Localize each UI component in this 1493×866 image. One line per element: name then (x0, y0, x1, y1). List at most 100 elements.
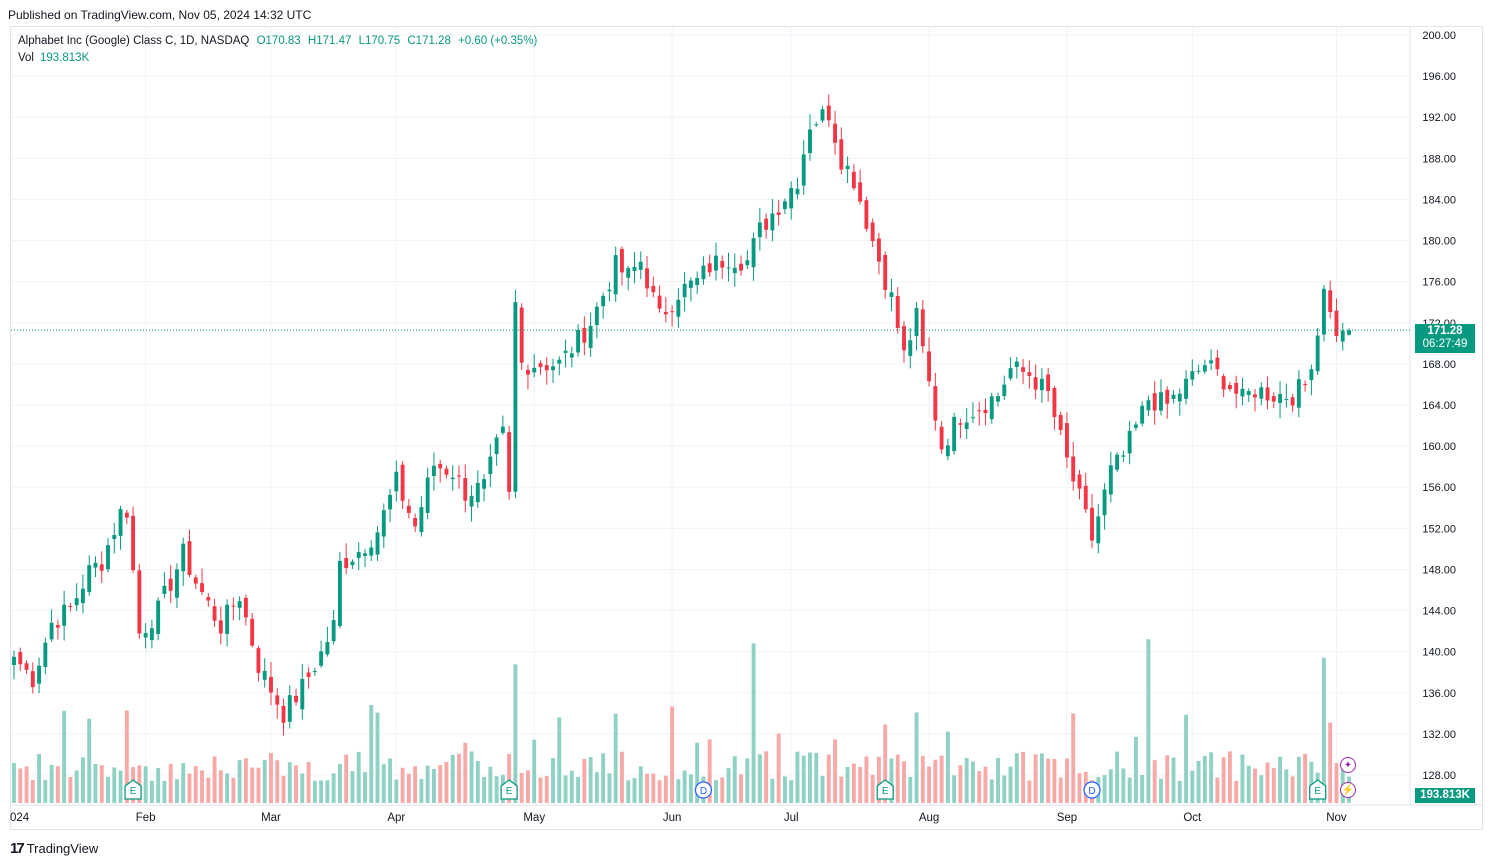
candle-body (726, 267, 731, 269)
volume-bar (381, 764, 386, 803)
candle-body (732, 267, 737, 274)
lightning-icon[interactable]: ⚡ (1340, 782, 1356, 798)
candle-body (55, 624, 60, 628)
price-tick-label: 144.00 (1422, 606, 1456, 618)
volume-bar (826, 754, 831, 803)
candle-body (739, 263, 743, 271)
volume-bar (49, 764, 54, 803)
volume-bar (425, 765, 430, 803)
candle-body (68, 605, 73, 607)
candle-body (651, 285, 656, 293)
candle-body (914, 307, 919, 337)
candle-body (1039, 378, 1044, 391)
volume-bar (1278, 756, 1282, 803)
candle-body (576, 329, 581, 353)
candle-body (513, 302, 518, 492)
volume-bar (1171, 757, 1176, 803)
volume-bar (1152, 760, 1157, 803)
legend-open: O170.83 (256, 35, 301, 47)
volume-bar (1321, 657, 1326, 803)
candle-body (269, 676, 273, 693)
candle-body (1159, 392, 1163, 411)
candle-body (808, 129, 812, 154)
candle-body (876, 238, 881, 262)
candle-body (356, 552, 361, 558)
candle-body (1290, 397, 1295, 406)
candle-body (250, 618, 255, 646)
volume-bar (212, 756, 217, 803)
candle-body (81, 588, 85, 604)
candle-body (1140, 405, 1145, 424)
volume-bar (964, 758, 969, 803)
candle-body (870, 222, 875, 242)
volume-bar (889, 758, 894, 803)
candle-body (444, 468, 449, 475)
candle-body (1246, 391, 1251, 396)
volume-bar (808, 752, 812, 803)
candle-body (237, 601, 242, 608)
candle-body (720, 260, 725, 268)
volume-bar (1259, 775, 1264, 803)
candle-body (1303, 384, 1308, 386)
candle-body (557, 359, 562, 364)
candle-body (1296, 379, 1301, 408)
volume-bar (1046, 758, 1051, 803)
volume-bar (782, 776, 787, 803)
candle-body (751, 238, 756, 268)
brand-name[interactable]: TradingView (26, 841, 99, 856)
dividend-label: D (1088, 786, 1095, 797)
candle-body (243, 597, 248, 618)
volume-bar (745, 758, 750, 803)
volume-bar (714, 780, 718, 803)
volume-bar (74, 770, 79, 803)
candle-body (544, 365, 549, 371)
volume-bar (895, 754, 900, 803)
candle-body (958, 423, 963, 425)
volume-bar (482, 776, 487, 803)
candle-body (206, 597, 211, 601)
volume-bar (1328, 722, 1333, 803)
volume-bar (845, 767, 850, 803)
sparkle-icon[interactable]: ✦ (1340, 757, 1356, 773)
volume-value: 193.813K (40, 52, 90, 64)
volume-bar (300, 773, 305, 803)
price-tick-label: 192.00 (1422, 112, 1456, 124)
price-tick-label: 176.00 (1422, 277, 1456, 289)
volume-bar (726, 768, 731, 803)
volume-bar (337, 764, 342, 803)
candle-body (494, 437, 499, 455)
published-header: Published on TradingView.com, Nov 05, 20… (8, 8, 312, 22)
candle-body (438, 463, 443, 469)
chart-frame (10, 26, 1483, 830)
legend-change: +0.60 (+0.35%) (458, 35, 538, 47)
volume-bar (93, 763, 98, 803)
candle-body (1315, 335, 1320, 372)
candle-body (413, 518, 418, 527)
volume-bar (281, 775, 286, 803)
candle-body (344, 558, 349, 569)
candle-body (12, 656, 16, 666)
volume-bar (275, 760, 280, 803)
candle-body (1184, 378, 1188, 399)
candle-body (1146, 400, 1151, 411)
volume-bar (776, 733, 781, 803)
candle-body (1008, 368, 1013, 379)
candle-body (845, 165, 850, 170)
candle-body (551, 366, 555, 371)
volume-bar (306, 761, 311, 803)
volume-bar (475, 761, 480, 803)
time-axis-label: Jun (663, 812, 682, 824)
volume-bar (312, 780, 317, 803)
volume-bar (1140, 774, 1145, 803)
candle-body (851, 171, 856, 189)
price-tick-label: 140.00 (1422, 647, 1456, 659)
candle-body (826, 105, 831, 121)
price-tick-label: 148.00 (1422, 564, 1456, 576)
candle-body (1171, 394, 1176, 399)
volume-bar (1234, 780, 1239, 803)
volume-bar (651, 773, 656, 803)
volume-bar (858, 767, 863, 803)
volume-bar (181, 763, 186, 803)
candle-body (1027, 372, 1032, 376)
